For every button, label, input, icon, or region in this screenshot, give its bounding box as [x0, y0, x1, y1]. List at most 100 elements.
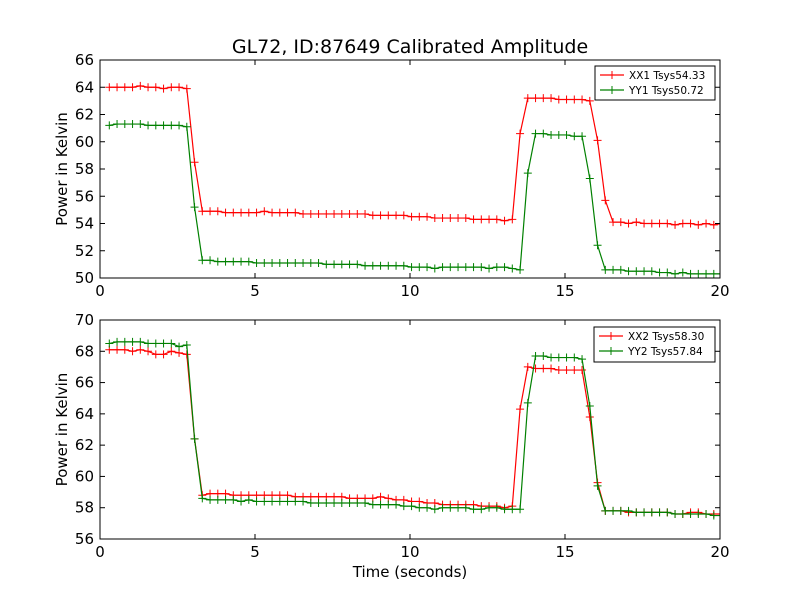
data-point	[213, 257, 222, 266]
data-point	[492, 263, 501, 272]
data-point	[578, 132, 587, 141]
data-point	[136, 337, 145, 346]
data-point	[469, 215, 478, 224]
data-point	[198, 494, 207, 503]
data-point	[260, 259, 269, 268]
legend: XX1 Tsys54.33 YY1 Tsys50.72	[594, 65, 716, 101]
data-point	[105, 339, 114, 348]
data-point	[640, 267, 649, 276]
data-point	[221, 495, 230, 504]
data-point	[508, 505, 517, 514]
data-point	[717, 515, 720, 517]
data-point	[423, 212, 432, 221]
data-point	[655, 268, 664, 277]
data-point	[128, 83, 137, 92]
data-point	[554, 366, 563, 375]
data-point	[361, 209, 370, 218]
data-point	[376, 492, 385, 501]
data-point	[252, 208, 261, 217]
data-point	[268, 208, 277, 217]
data-point	[337, 260, 346, 269]
data-point	[640, 508, 649, 517]
data-point	[678, 219, 687, 228]
data-point	[167, 83, 176, 92]
x-tick-label: 0	[95, 543, 105, 561]
data-point	[275, 208, 284, 217]
y-tick-label: 58	[75, 160, 94, 178]
data-point	[376, 261, 385, 270]
data-point	[702, 509, 711, 518]
data-point	[446, 263, 455, 272]
data-point	[368, 261, 377, 270]
plot-area	[105, 337, 720, 520]
data-point	[299, 497, 308, 506]
data-point	[547, 94, 556, 103]
data-point	[461, 263, 470, 272]
y-tick-label: 64	[75, 78, 94, 96]
data-point	[167, 347, 176, 356]
data-point	[175, 83, 184, 92]
data-point	[314, 499, 323, 508]
top-plot-panel: 0 5 10 15 20 50 52 54 56 58 60 62 64 66 Power in Kelvi…	[53, 51, 730, 300]
data-point	[601, 196, 610, 205]
data-point	[151, 83, 160, 92]
data-point	[322, 209, 331, 218]
data-point	[562, 366, 571, 375]
data-point	[585, 402, 594, 411]
y-tick-label: 60	[75, 467, 94, 485]
data-point	[523, 169, 532, 178]
data-point	[113, 83, 122, 92]
data-point	[136, 120, 145, 129]
data-point	[585, 174, 594, 183]
data-point	[268, 259, 277, 268]
data-point	[306, 209, 315, 218]
data-point	[182, 84, 191, 93]
legend-label: XX1 Tsys54.33	[629, 70, 705, 82]
data-point	[345, 499, 354, 508]
data-point	[663, 508, 672, 517]
data-point	[671, 509, 680, 518]
data-point	[454, 214, 463, 223]
data-point	[523, 362, 532, 371]
data-point	[624, 219, 633, 228]
x-tick-label: 10	[400, 543, 419, 561]
data-point	[647, 219, 656, 228]
data-point	[485, 264, 494, 273]
x-tick-label: 20	[710, 543, 729, 561]
data-point	[663, 268, 672, 277]
data-point	[438, 263, 447, 272]
data-point	[275, 259, 284, 268]
data-point	[647, 267, 656, 276]
data-point	[461, 503, 470, 512]
x-axis-label: Time (seconds)	[352, 563, 468, 581]
data-point	[392, 261, 401, 270]
data-point	[330, 499, 339, 508]
data-point	[570, 366, 579, 375]
data-point	[461, 214, 470, 223]
data-point	[237, 208, 246, 217]
data-point	[624, 267, 633, 276]
data-point	[244, 208, 253, 217]
y-tick-label: 62	[75, 436, 94, 454]
y-tick-label: 68	[75, 342, 94, 360]
data-point	[159, 84, 168, 93]
data-point	[314, 209, 323, 218]
plot-area	[105, 81, 720, 278]
data-point	[686, 219, 695, 228]
data-point	[198, 207, 207, 216]
y-tick-label: 66	[75, 374, 94, 392]
data-point	[144, 121, 153, 130]
data-point	[531, 351, 540, 360]
x-tick-label: 10	[400, 282, 419, 300]
data-point	[113, 345, 122, 354]
data-point	[562, 95, 571, 104]
data-point	[392, 500, 401, 509]
data-point	[609, 218, 618, 227]
y-tick-label: 56	[75, 530, 94, 548]
data-point	[523, 94, 532, 103]
data-point	[609, 506, 618, 515]
data-point	[446, 214, 455, 223]
data-point	[446, 503, 455, 512]
data-point	[415, 212, 424, 221]
